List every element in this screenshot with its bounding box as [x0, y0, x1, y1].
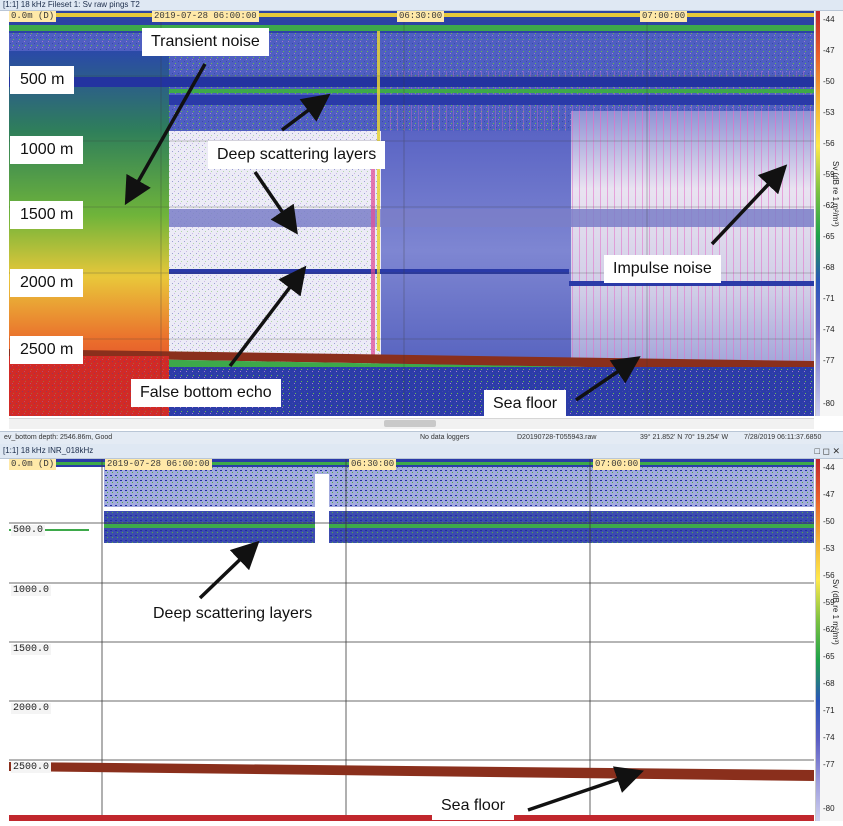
top-time-axis: 0.0m (D) 2019-07-28 06:00:00 06:30:00 07… — [9, 11, 814, 23]
status-file: D20190728-T055943.raw — [517, 434, 597, 441]
top-cb-tick: -47 — [823, 46, 835, 55]
annotation-deep-scattering-layers-top: Deep scattering layers — [208, 141, 386, 169]
raw-echogram-image[interactable] — [9, 11, 814, 416]
bottom-time-axis: 0.0m (D) 2019-07-28 06:00:00 06:30:00 07… — [9, 459, 814, 471]
top-colorbar-unit: Sv (dB re 1 m²/m³) — [831, 161, 840, 227]
bottom-cb-tick: -68 — [823, 679, 835, 688]
bottom-time-label-0700: 07:00:00 — [593, 459, 641, 470]
depth-label-1500m: 1500 m — [10, 201, 84, 229]
bottom-colorbar-strip — [816, 459, 820, 821]
top-scrollbar-thumb[interactable] — [384, 420, 436, 427]
top-panel-titlebar: [1:1] 18 kHz Fileset 1: Sv raw pings T2 — [0, 0, 843, 11]
depth-label-2000m: 2000 m — [10, 269, 84, 297]
top-depth-origin-label: 0.0m (D) — [9, 11, 57, 22]
top-cb-tick: -77 — [823, 356, 835, 365]
status-bottom-depth: ev_bottom depth: 2546.86m, Good — [4, 434, 113, 441]
top-cb-tick: -44 — [823, 15, 835, 24]
status-loggers: No data loggers — [420, 434, 470, 441]
bottom-colorbar-unit: Sv (dB re 1 m²/m³) — [831, 579, 840, 645]
bottom-cb-tick: -65 — [823, 652, 835, 661]
status-position: 39° 21.852' N 70° 19.254' W — [640, 434, 729, 441]
bottom-panel-title: [1:1] 18 kHz INR_018kHz — [3, 446, 94, 455]
bottom-depth-label-2000: 2000.0 — [11, 703, 52, 714]
annotation-sea-floor-top: Sea floor — [484, 390, 567, 418]
status-bar: ev_bottom depth: 2546.86m, Good No data … — [0, 431, 843, 444]
top-cb-tick: -65 — [823, 232, 835, 241]
top-cb-tick: -53 — [823, 108, 835, 117]
top-cb-tick: -59 — [823, 170, 835, 179]
top-cb-tick: -50 — [823, 77, 835, 86]
bottom-panel-titlebar: [1:1] 18 kHz INR_018kHz □ ◻ ✕ — [0, 444, 843, 459]
top-time-label-0600: 2019-07-28 06:00:00 — [152, 11, 259, 22]
bottom-time-label-0630: 06:30:00 — [349, 459, 397, 470]
bottom-cb-tick: -50 — [823, 517, 835, 526]
bottom-depth-label-1500: 1500.0 — [11, 644, 52, 655]
depth-label-500m: 500 m — [10, 66, 75, 94]
bottom-cb-tick: -56 — [823, 571, 835, 580]
annotation-sea-floor-bottom: Sea floor — [432, 792, 515, 820]
bottom-sv-colorbar: -44 -47 -50 -53 -56 -59 -62 -65 -68 -71 … — [815, 459, 843, 821]
top-time-label-0700: 07:00:00 — [640, 11, 688, 22]
annotation-transient-noise: Transient noise — [142, 28, 269, 56]
raw-echogram-panel: [1:1] 18 kHz Fileset 1: Sv raw pings T2 — [0, 0, 843, 429]
annotation-deep-scattering-layers-bottom: Deep scattering layers — [144, 600, 322, 628]
bottom-cb-tick: -77 — [823, 760, 835, 769]
status-datetime: 7/28/2019 06:11:37.6850 — [744, 434, 822, 441]
depth-label-2500m: 2500 m — [10, 336, 84, 364]
bottom-depth-label-2500: 2500.0 — [11, 762, 52, 773]
bottom-depth-label-1000: 1000.0 — [11, 585, 52, 596]
top-panel-title: [1:1] 18 kHz Fileset 1: Sv raw pings T2 — [3, 0, 140, 9]
top-cb-tick: -68 — [823, 263, 835, 272]
processed-echogram-image[interactable] — [9, 459, 814, 821]
top-cb-tick: -80 — [823, 399, 835, 408]
top-horizontal-scrollbar[interactable] — [9, 418, 814, 429]
bottom-cb-tick: -59 — [823, 598, 835, 607]
annotation-impulse-noise: Impulse noise — [604, 255, 721, 283]
bottom-depth-label-500: 500.0 — [11, 525, 46, 536]
top-sv-colorbar: -44 -47 -50 -53 -56 -59 -62 -65 -68 -71 … — [815, 11, 843, 416]
bottom-cb-tick: -71 — [823, 706, 835, 715]
bottom-cb-tick: -80 — [823, 804, 835, 813]
processed-echogram-panel: [1:1] 18 kHz INR_018kHz □ ◻ ✕ — [0, 444, 843, 826]
depth-label-1000m: 1000 m — [10, 136, 84, 164]
bottom-cb-tick: -53 — [823, 544, 835, 553]
window-control-buttons[interactable]: □ ◻ ✕ — [814, 446, 840, 456]
bottom-cb-tick: -44 — [823, 463, 835, 472]
top-cb-tick: -56 — [823, 139, 835, 148]
bottom-depth-origin-label: 0.0m (D) — [9, 459, 57, 470]
bottom-cb-tick: -47 — [823, 490, 835, 499]
bottom-time-label-0600: 2019-07-28 06:00:00 — [105, 459, 212, 470]
top-cb-tick: -74 — [823, 325, 835, 334]
top-time-label-0630: 06:30:00 — [397, 11, 445, 22]
annotation-false-bottom-echo: False bottom echo — [131, 379, 281, 407]
bottom-cb-tick: -62 — [823, 625, 835, 634]
top-colorbar-strip — [816, 11, 820, 416]
top-cb-tick: -71 — [823, 294, 835, 303]
bottom-cb-tick: -74 — [823, 733, 835, 742]
top-cb-tick: -62 — [823, 201, 835, 210]
